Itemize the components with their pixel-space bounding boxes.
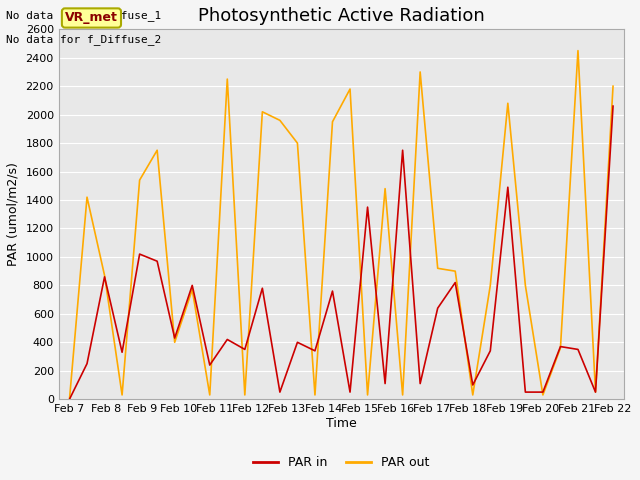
X-axis label: Time: Time [326,417,356,430]
Text: No data for f_Diffuse_1: No data for f_Diffuse_1 [6,10,162,21]
Text: No data for f_Diffuse_2: No data for f_Diffuse_2 [6,34,162,45]
Text: VR_met: VR_met [65,12,118,24]
Title: Photosynthetic Active Radiation: Photosynthetic Active Radiation [198,7,484,25]
Y-axis label: PAR (umol/m2/s): PAR (umol/m2/s) [7,162,20,266]
Legend: PAR in, PAR out: PAR in, PAR out [248,451,435,474]
